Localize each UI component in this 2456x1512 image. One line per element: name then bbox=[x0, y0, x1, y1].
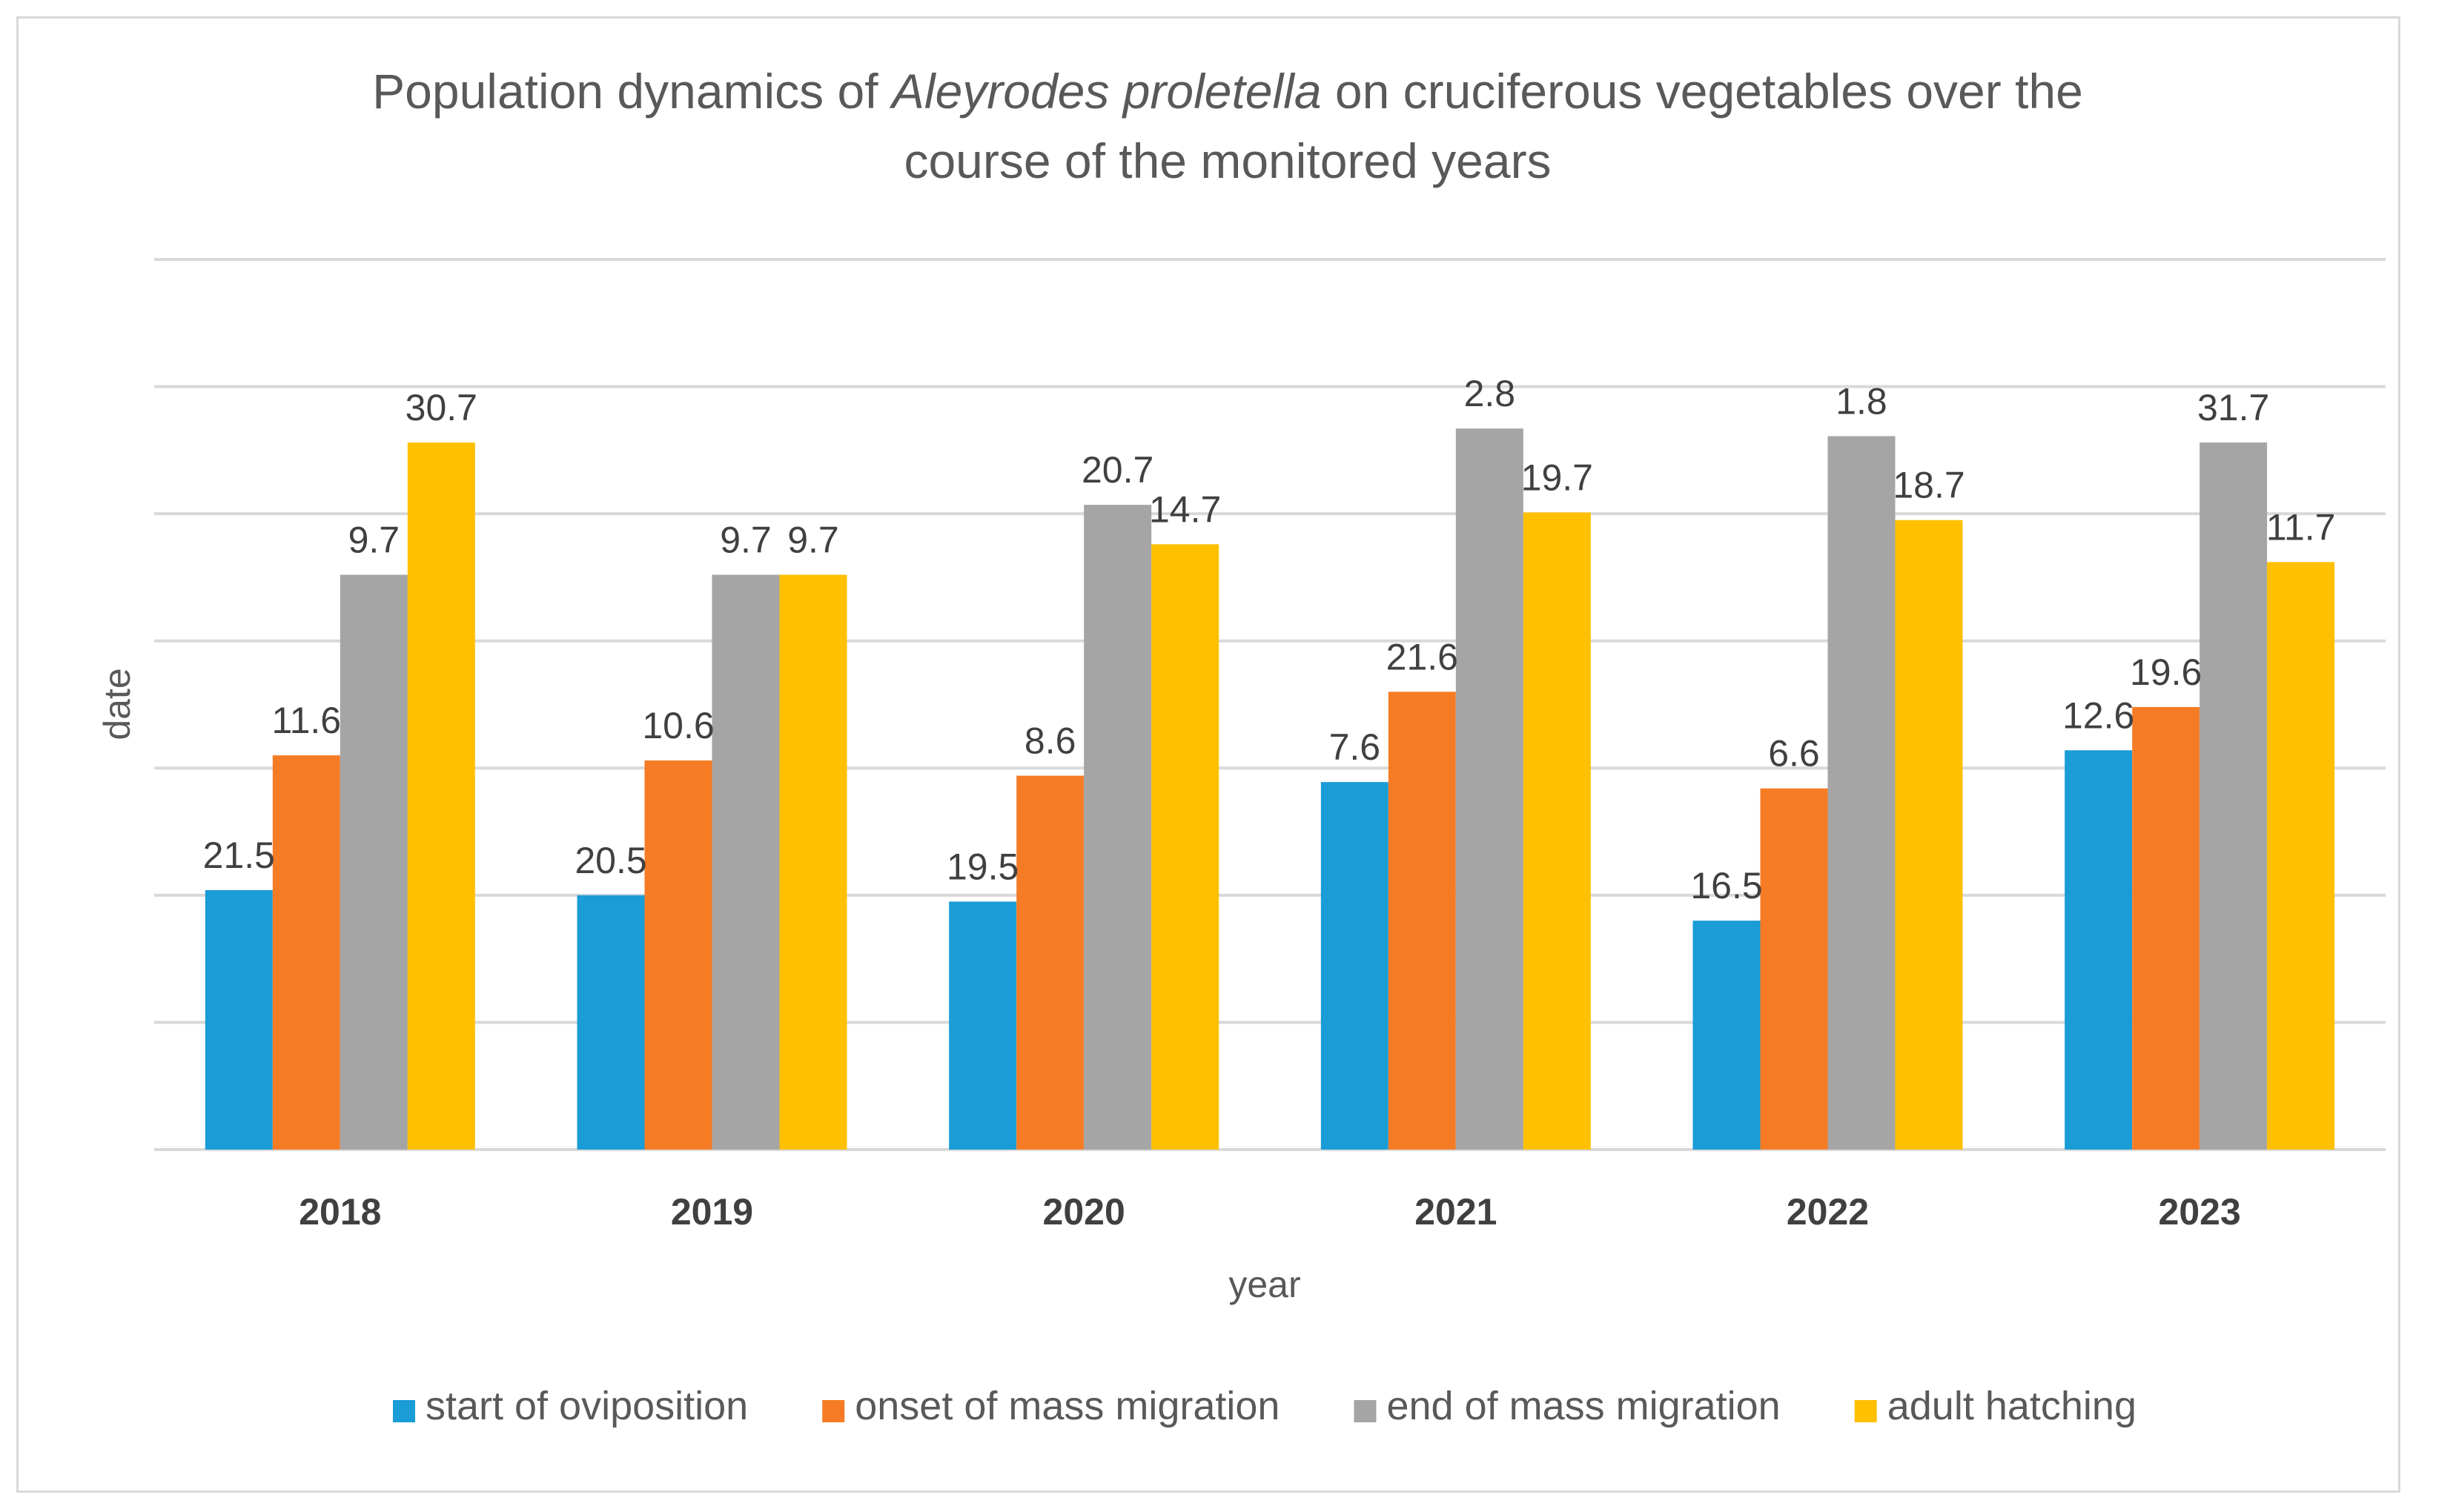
bar-2021-series-4 bbox=[1523, 512, 1591, 1150]
x-tick-2019: 2019 bbox=[671, 1191, 753, 1233]
legend-label-2: onset of mass migration bbox=[855, 1384, 1280, 1428]
data-label-2022-series-1: 16.5 bbox=[1690, 865, 1762, 906]
bar-2019-series-3 bbox=[712, 574, 780, 1150]
data-label-2022-series-4: 18.7 bbox=[1893, 465, 1965, 506]
data-label-2018-series-4: 30.7 bbox=[406, 387, 477, 428]
data-label-2020-series-2: 8.6 bbox=[1025, 720, 1076, 762]
bar-2021-series-3 bbox=[1455, 428, 1523, 1150]
bar-2020-series-4 bbox=[1151, 544, 1219, 1150]
chart-title-line-2: course of the monitored years bbox=[904, 133, 1551, 188]
x-tick-2021: 2021 bbox=[1414, 1191, 1497, 1233]
x-axis-label: year bbox=[1228, 1264, 1300, 1305]
legend-swatch-1 bbox=[393, 1400, 416, 1422]
data-labels-group: 21.5 11.6 9.7 30.7 20.5 10.6 9.7 9.7 19.5 8.6 20.7… bbox=[203, 373, 2336, 906]
chart-title-line-1: Population dynamics of Aleyrodes prolete… bbox=[372, 64, 2083, 119]
bar-2019-series-2 bbox=[644, 760, 712, 1150]
legend-label-1: start of oviposition bbox=[426, 1384, 748, 1428]
data-label-2023-series-3: 31.7 bbox=[2197, 387, 2269, 428]
data-label-2023-series-4: 11.7 bbox=[2266, 506, 2336, 548]
bar-2018-series-2 bbox=[272, 755, 340, 1150]
legend: start of oviposition onset of mass migrat… bbox=[393, 1384, 2136, 1428]
x-tick-2022: 2022 bbox=[1787, 1191, 1869, 1233]
bar-2018-series-4 bbox=[407, 442, 475, 1150]
gridlines bbox=[154, 258, 2386, 1151]
data-label-2019-series-2: 10.6 bbox=[642, 705, 714, 746]
data-label-2019-series-4: 9.7 bbox=[787, 519, 839, 560]
data-label-2021-series-3: 2.8 bbox=[1464, 373, 1516, 414]
bar-2022-series-3 bbox=[1827, 436, 1896, 1150]
data-label-2020-series-1: 19.5 bbox=[947, 846, 1019, 887]
bar-2022-series-2 bbox=[1760, 788, 1828, 1150]
data-label-2023-series-1: 12.6 bbox=[2062, 694, 2134, 736]
bar-2023-series-2 bbox=[2132, 706, 2200, 1150]
bar-2021-series-2 bbox=[1388, 692, 1456, 1150]
bars-group bbox=[205, 428, 2335, 1150]
legend-swatch-2 bbox=[822, 1400, 845, 1422]
bar-2020-series-3 bbox=[1084, 505, 1152, 1150]
title-part-3: on cruciferous vegetables over the bbox=[1322, 64, 2083, 119]
data-label-2021-series-4: 19.7 bbox=[1521, 457, 1593, 498]
bar-2023-series-4 bbox=[2267, 562, 2335, 1150]
legend-label-3: end of mass migration bbox=[1386, 1384, 1780, 1428]
data-label-2018-series-1: 21.5 bbox=[203, 835, 275, 876]
legend-swatch-3 bbox=[1354, 1400, 1377, 1422]
y-axis-label: date bbox=[96, 668, 138, 740]
data-label-2022-series-3: 1.8 bbox=[1836, 380, 1887, 422]
data-label-2018-series-3: 9.7 bbox=[348, 519, 400, 560]
x-tick-2018: 2018 bbox=[299, 1191, 381, 1233]
bar-2019-series-4 bbox=[779, 574, 847, 1150]
bar-2019-series-1 bbox=[577, 895, 645, 1150]
bar-2022-series-1 bbox=[1692, 921, 1761, 1150]
data-label-2019-series-3: 9.7 bbox=[720, 519, 772, 560]
data-label-2021-series-2: 21.6 bbox=[1386, 636, 1458, 677]
bar-2018-series-1 bbox=[205, 889, 273, 1150]
bar-2020-series-2 bbox=[1016, 775, 1085, 1150]
bar-2023-series-3 bbox=[2200, 442, 2268, 1150]
data-label-2023-series-2: 19.6 bbox=[2130, 651, 2202, 693]
x-tick-2020: 2020 bbox=[1043, 1191, 1125, 1233]
bar-2021-series-1 bbox=[1320, 782, 1388, 1150]
bar-2018-series-3 bbox=[340, 574, 408, 1150]
data-label-2019-series-1: 20.5 bbox=[575, 840, 646, 881]
data-label-2022-series-2: 6.6 bbox=[1768, 733, 1820, 775]
x-tick-labels: 2018 2019 2020 2021 2022 2023 bbox=[299, 1191, 2241, 1233]
title-part-1: Population dynamics of bbox=[372, 64, 892, 119]
data-label-2021-series-1: 7.6 bbox=[1329, 726, 1381, 768]
legend-swatch-4 bbox=[1854, 1400, 1877, 1422]
bar-2023-series-1 bbox=[2065, 750, 2133, 1150]
x-tick-2023: 2023 bbox=[2159, 1191, 2241, 1233]
data-label-2020-series-4: 14.7 bbox=[1149, 488, 1221, 530]
data-label-2020-series-3: 20.7 bbox=[1082, 449, 1153, 491]
title-part-species: Aleyrodes proletella bbox=[889, 64, 1322, 119]
data-label-2018-series-2: 11.6 bbox=[272, 700, 342, 741]
legend-label-4: adult hatching bbox=[1887, 1384, 2136, 1428]
bar-2022-series-4 bbox=[1895, 520, 1963, 1150]
bar-2020-series-1 bbox=[949, 901, 1017, 1150]
